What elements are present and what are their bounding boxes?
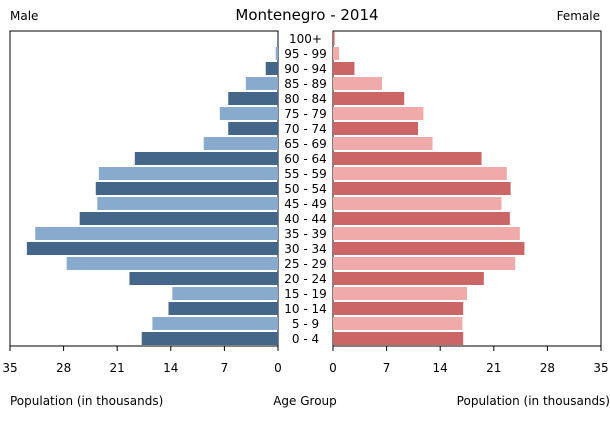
male-bar	[35, 227, 278, 240]
male-bar	[129, 272, 278, 285]
male-bar	[95, 182, 278, 195]
female-bar	[333, 212, 510, 225]
age-group-label: 80 - 84	[284, 92, 327, 106]
female-bar	[333, 167, 507, 180]
male-x-tick-label: 35	[2, 361, 17, 375]
female-bar	[333, 182, 511, 195]
male-bar	[141, 332, 278, 345]
age-group-label: 0 - 4	[292, 332, 319, 346]
female-x-tick-label: 28	[540, 361, 555, 375]
female-bar	[333, 107, 424, 120]
female-x-tick-label: 0	[329, 361, 337, 375]
female-x-axis: 0 7 14 21 28 35	[329, 346, 609, 375]
female-label: Female	[557, 9, 600, 23]
age-group-label: 30 - 34	[284, 242, 327, 256]
male-bar	[66, 257, 278, 270]
x-axis-label-male: Population (in thousands)	[10, 394, 163, 408]
age-group-label: 45 - 49	[284, 197, 327, 211]
age-group-label: 15 - 19	[284, 287, 327, 301]
female-x-tick-label: 35	[593, 361, 608, 375]
male-bar	[97, 197, 278, 210]
male-bar	[245, 77, 278, 90]
female-bar	[333, 47, 340, 60]
male-bar	[134, 152, 278, 165]
male-bar	[26, 242, 278, 255]
age-group-label: 95 - 99	[284, 47, 327, 61]
female-bar	[333, 32, 335, 45]
female-bar	[333, 227, 520, 240]
male-x-axis: 35 28 21 14 7 0	[2, 346, 282, 375]
male-bar	[275, 47, 278, 60]
age-group-label: 20 - 24	[284, 272, 327, 286]
female-bar	[333, 302, 464, 315]
age-group-label: 25 - 29	[284, 257, 327, 271]
female-bars	[333, 32, 525, 345]
male-bar	[203, 137, 278, 150]
male-x-tick-label: 7	[221, 361, 229, 375]
female-bar	[333, 92, 405, 105]
age-group-label: 60 - 64	[284, 152, 327, 166]
age-group-label: 10 - 14	[284, 302, 327, 316]
female-bar	[333, 122, 418, 135]
male-x-tick-label: 0	[274, 361, 282, 375]
age-group-label: 65 - 69	[284, 137, 327, 151]
x-axis-label-female: Population (in thousands)	[457, 394, 610, 408]
female-bar	[333, 332, 464, 345]
age-group-label: 50 - 54	[284, 182, 327, 196]
female-bar	[333, 272, 484, 285]
male-bar	[152, 317, 278, 330]
female-x-tick-label: 21	[486, 361, 501, 375]
female-bar	[333, 317, 463, 330]
male-bar	[219, 107, 278, 120]
female-x-tick-label: 7	[383, 361, 391, 375]
male-bar	[228, 122, 278, 135]
female-bar	[333, 152, 482, 165]
male-x-tick-label: 14	[163, 361, 178, 375]
male-bar	[277, 32, 278, 45]
age-group-label: 85 - 89	[284, 77, 327, 91]
age-group-label: 55 - 59	[284, 167, 327, 181]
female-bar	[333, 77, 383, 90]
chart-title: Montenegro - 2014	[235, 6, 378, 24]
male-bar	[79, 212, 279, 225]
age-group-label: 100+	[289, 32, 322, 46]
age-group-label: 70 - 74	[284, 122, 327, 136]
age-group-label: 90 - 94	[284, 62, 327, 76]
x-axis-label-center: Age Group	[273, 394, 337, 408]
male-bar	[265, 62, 278, 75]
age-group-label: 5 - 9	[292, 317, 319, 331]
male-label: Male	[10, 9, 38, 23]
male-bar	[228, 92, 278, 105]
female-bar	[333, 242, 525, 255]
age-group-label: 75 - 79	[284, 107, 327, 121]
female-bar	[333, 197, 502, 210]
male-bar	[98, 167, 278, 180]
female-bar	[333, 287, 467, 300]
male-bar	[168, 302, 278, 315]
age-group-label: 35 - 39	[284, 227, 327, 241]
male-x-tick-label: 28	[56, 361, 71, 375]
female-bar	[333, 137, 433, 150]
male-bars	[26, 32, 279, 345]
male-bar	[172, 287, 278, 300]
age-group-label: 40 - 44	[284, 212, 327, 226]
female-bar	[333, 62, 355, 75]
female-x-tick-label: 14	[433, 361, 448, 375]
male-x-tick-label: 21	[110, 361, 125, 375]
female-bar	[333, 257, 516, 270]
